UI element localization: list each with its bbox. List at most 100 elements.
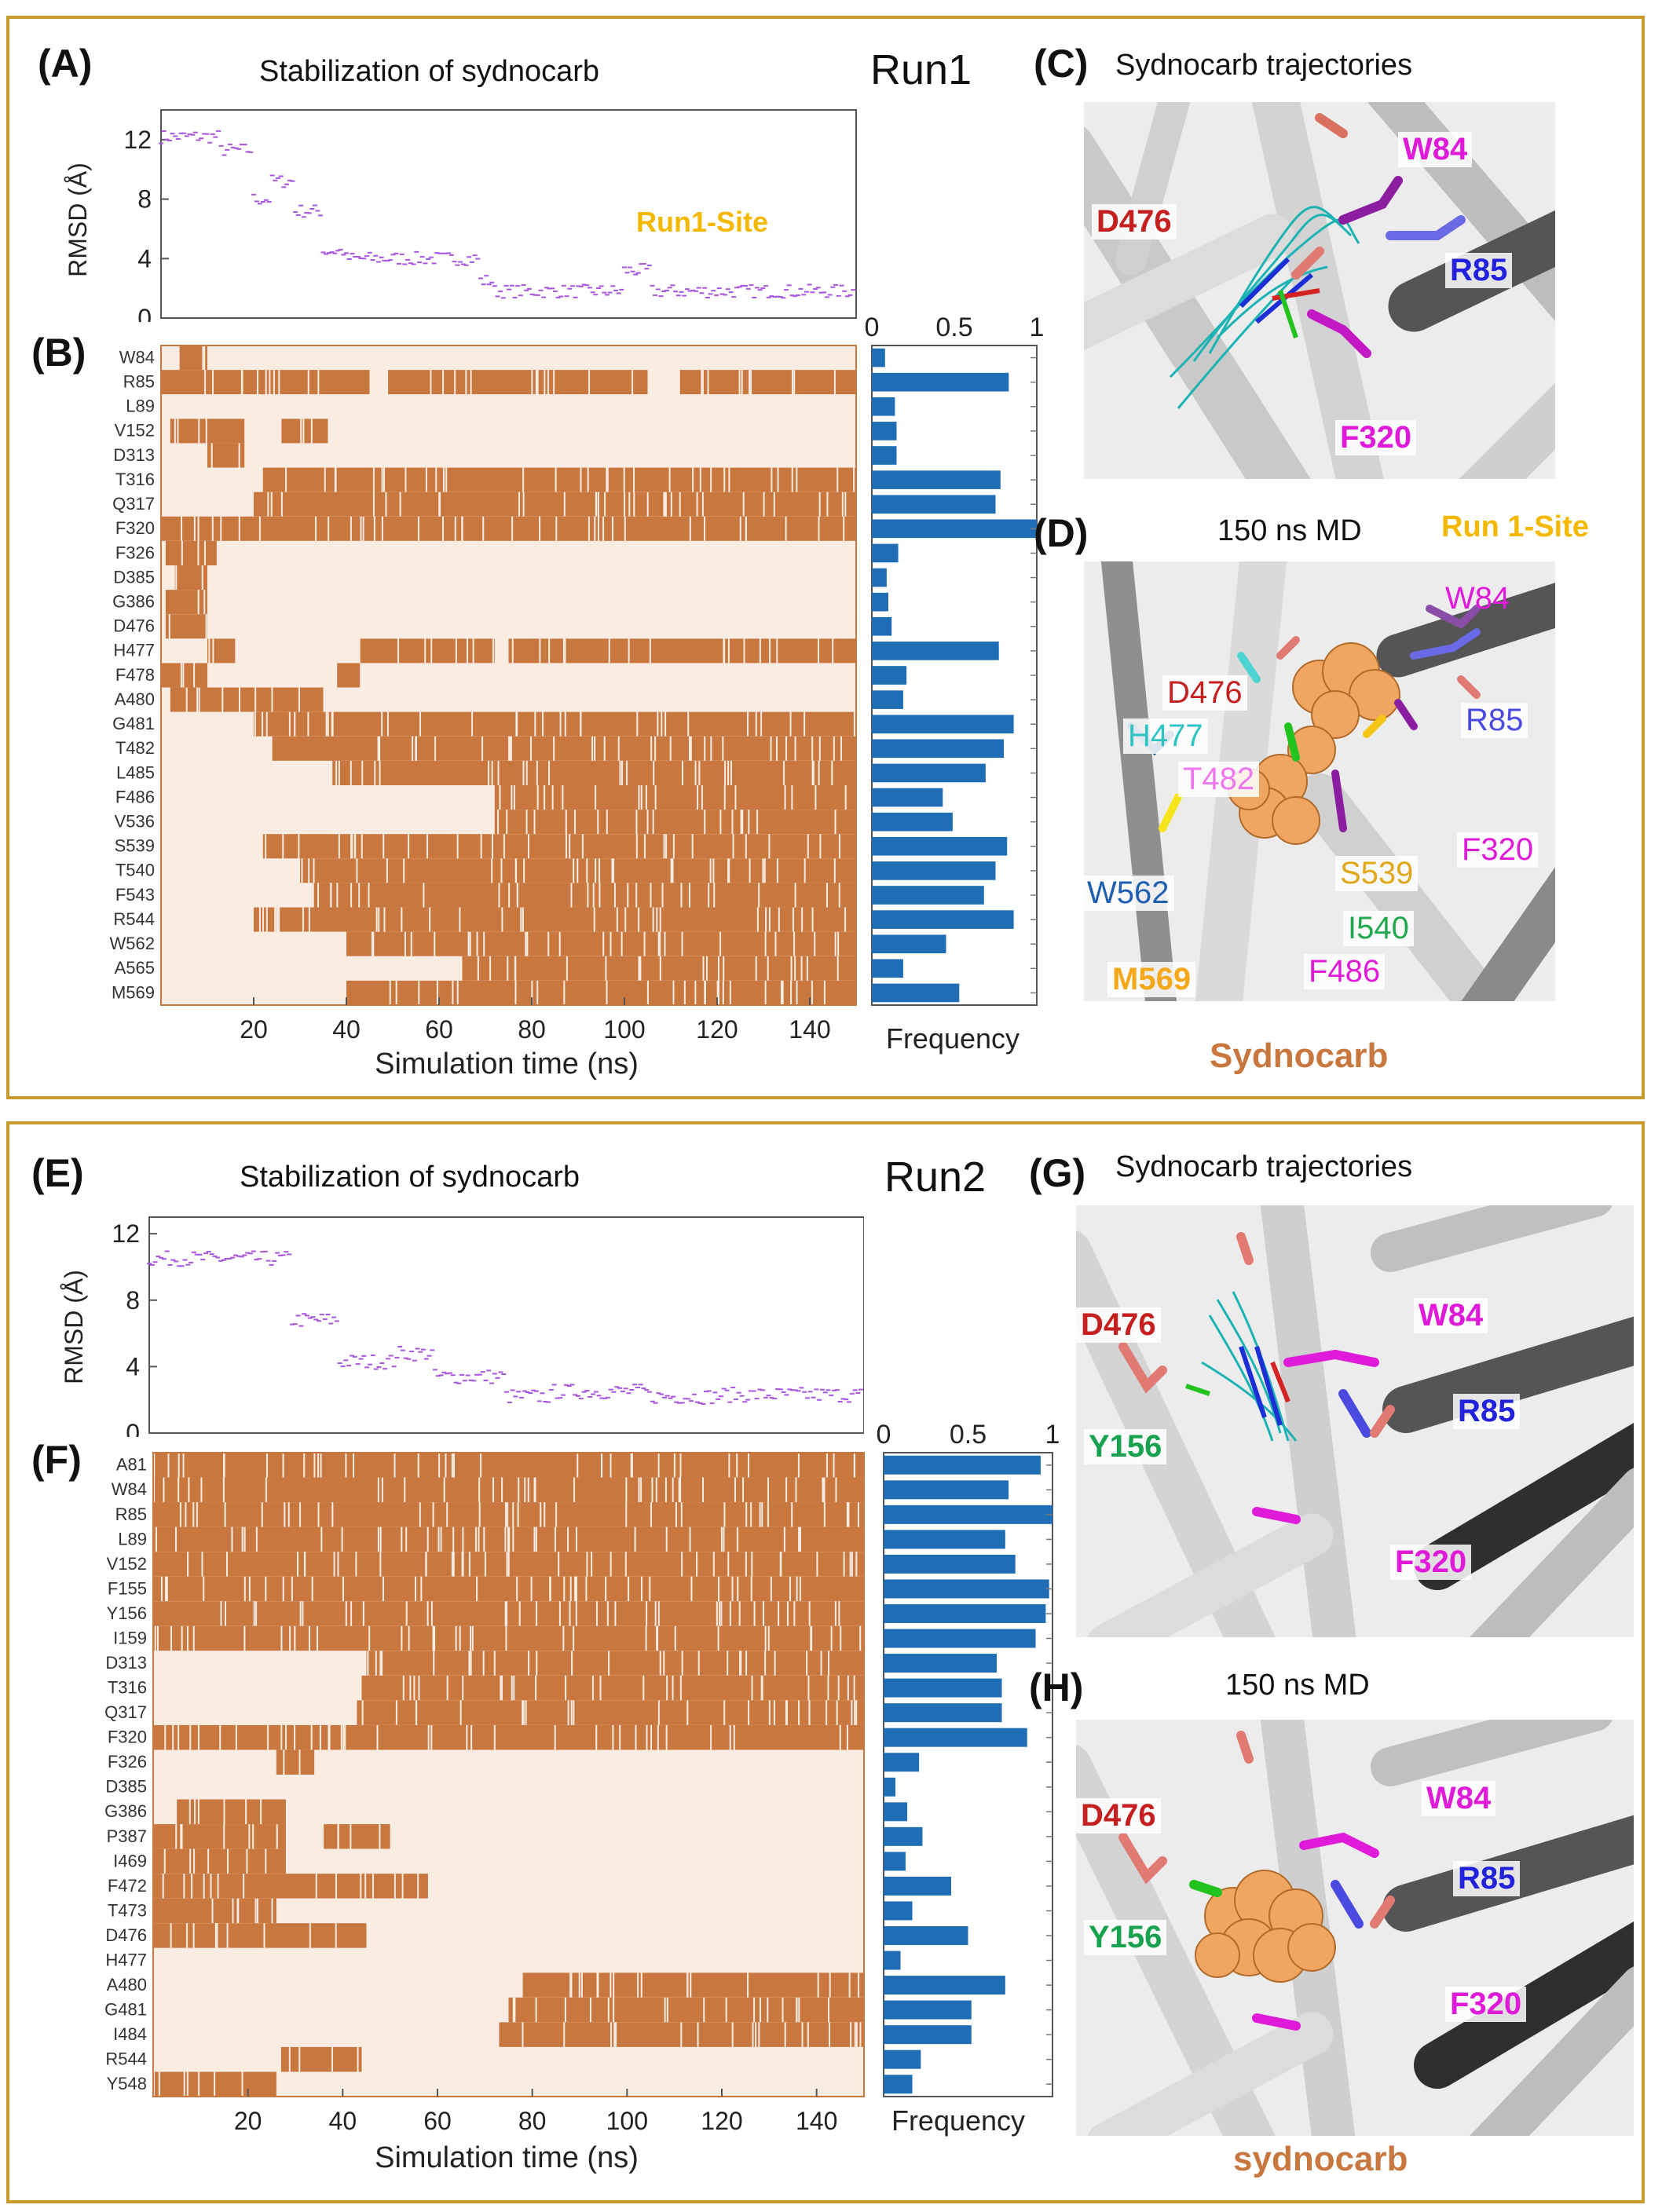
frequency-bar [872, 861, 996, 880]
heatmap-gap [752, 2022, 754, 2047]
heatmap-gap [716, 980, 719, 1005]
heatmap-gap [189, 1848, 192, 1874]
heatmap-gap [818, 516, 820, 541]
heatmap-gap [430, 1601, 433, 1626]
run2-frame [6, 1121, 1645, 2203]
heatmap-gap [739, 516, 741, 541]
heatmap-gap [372, 931, 375, 956]
heatmap-gap [181, 540, 183, 565]
heatmap-gap [533, 1477, 536, 1503]
heatmap-gap [597, 492, 599, 517]
heatmap-gap [468, 1651, 470, 1676]
heatmap-gap [764, 931, 767, 956]
heatmap-gap [806, 1651, 808, 1676]
heatmap-residue-label: R544 [105, 2049, 147, 2069]
panel-label-d: (D) [1034, 511, 1089, 555]
heatmap-contact-block [165, 590, 207, 615]
heatmap-gap [516, 883, 518, 908]
heatmap-gap [782, 980, 784, 1005]
panel-label-b: (B) [31, 331, 86, 375]
heatmap-gap [608, 1651, 610, 1676]
heatmap-gap [153, 1453, 156, 1478]
heatmap-gap [210, 443, 213, 468]
heatmap-gap [419, 711, 422, 737]
heatmap-gap [664, 931, 666, 956]
heatmap-gap [728, 467, 730, 492]
heatmap-gap [504, 1526, 507, 1552]
heatmap-gap [724, 760, 727, 785]
frequency-bar [872, 470, 1001, 489]
heatmap-residue-label: Q317 [104, 1702, 147, 1722]
heatmap-xtick-label: 100 [603, 1015, 645, 1044]
heatmap-gap [727, 760, 730, 785]
heatmap-gap [652, 907, 654, 932]
heatmap-gap [771, 467, 773, 492]
heatmap-gap [679, 492, 681, 517]
mol-d-label-m569: M569 [1107, 962, 1196, 997]
heatmap-gap [205, 614, 207, 639]
heatmap-gap [500, 858, 503, 883]
heatmap-gap [518, 492, 521, 517]
heatmap-gap [673, 1453, 675, 1478]
bars-f: 0 0.5 1 Frequency [877, 1420, 1060, 2137]
heatmap-gap [691, 834, 694, 859]
heatmap-gap [507, 1526, 509, 1552]
heatmap-gap [749, 370, 751, 395]
heatmap-gap [751, 1552, 753, 1577]
heatmap-gap [527, 834, 529, 859]
heatmap-gap [518, 1477, 520, 1503]
heatmap-xtick-label: 80 [518, 1015, 546, 1044]
heatmap-gap [478, 1526, 480, 1552]
heatmap-gap [689, 516, 691, 541]
heatmap-gap [679, 1675, 682, 1701]
heatmap-gap [576, 1576, 578, 1602]
heatmap-gap [595, 492, 598, 517]
heatmap-gap [665, 834, 668, 859]
heatmap-gap [834, 931, 836, 956]
frequency-bar [884, 1802, 908, 1822]
heatmap-gap [628, 638, 630, 664]
heatmap-gap [750, 1502, 752, 1527]
heatmap-gap [593, 907, 595, 932]
heatmap-gap [221, 687, 224, 712]
heatmap-gap [596, 1973, 599, 1998]
heatmap-gap [776, 858, 778, 883]
heatmap-gap [340, 1724, 342, 1750]
heatmap-gap [214, 2071, 216, 2097]
heatmap-gap [434, 1625, 436, 1651]
heatmap-gap [661, 883, 664, 908]
heatmap-gap [634, 1526, 636, 1552]
heatmap-residue-label: G386 [104, 1801, 147, 1821]
heatmap-gap [522, 760, 525, 785]
heatmap-gap [784, 785, 786, 810]
heatmap-gap [713, 883, 716, 908]
heatmap-gap [778, 907, 780, 932]
heatmap-contact-block [388, 370, 648, 395]
mol-d-ligand-spheres [1228, 642, 1400, 845]
heatmap-gap [401, 1526, 403, 1552]
heatmap-gap [331, 1502, 334, 1527]
chart-e: 0 4 8 12 RMSD (Å) [60, 1216, 864, 1437]
mol-c-trajectories [1169, 206, 1360, 409]
mol-h-label-r85: R85 [1453, 1861, 1521, 1896]
heatmap-gap [277, 907, 280, 932]
heatmap-gap [280, 492, 283, 517]
heatmap-gap [368, 883, 370, 908]
heatmap-gap [719, 931, 722, 956]
heatmap-gap [395, 980, 397, 1005]
mol-c-label-w84: W84 [1398, 132, 1473, 167]
heatmap-gap [224, 1502, 226, 1527]
heatmap-gap [544, 1502, 546, 1527]
heatmap-gap [452, 1526, 455, 1552]
heatmap-gap [606, 467, 609, 492]
heatmap-gap [160, 1576, 163, 1602]
heatmap-gap [417, 1453, 419, 1478]
heatmap-gap [536, 1601, 538, 1626]
heatmap-row-bg [161, 540, 856, 565]
heatmap-gap [791, 467, 793, 492]
heatmap-gap [524, 1477, 526, 1503]
heatmap-gap [351, 834, 353, 859]
heatmap-gap [702, 956, 705, 981]
heatmap-gap [181, 1625, 183, 1651]
frequency-bar [872, 568, 887, 587]
